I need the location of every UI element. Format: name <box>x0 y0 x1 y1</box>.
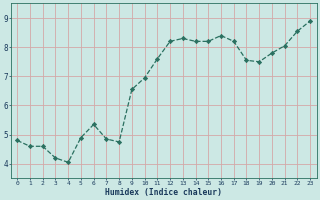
X-axis label: Humidex (Indice chaleur): Humidex (Indice chaleur) <box>105 188 222 197</box>
